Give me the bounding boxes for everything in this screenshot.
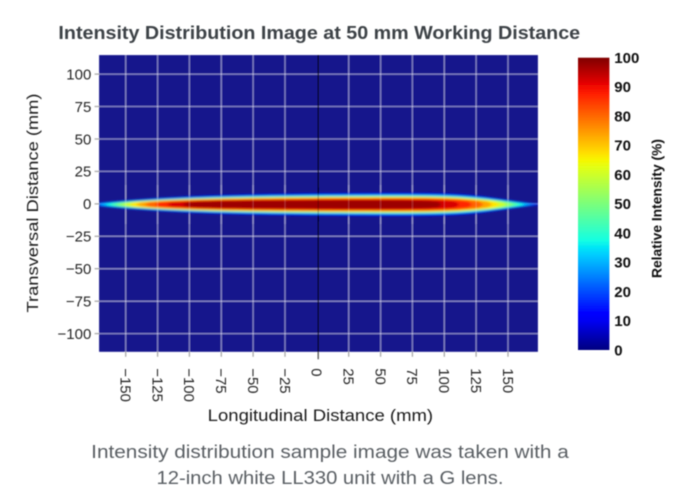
svg-text:30: 30 bbox=[614, 255, 631, 272]
svg-text:−75: −75 bbox=[212, 368, 229, 393]
svg-text:−75: −75 bbox=[66, 294, 91, 311]
svg-text:−100: −100 bbox=[180, 368, 197, 402]
svg-text:75: 75 bbox=[75, 99, 92, 116]
svg-text:40: 40 bbox=[614, 225, 631, 242]
svg-text:Longitudinal Distance (mm): Longitudinal Distance (mm) bbox=[208, 406, 433, 425]
svg-text:25: 25 bbox=[340, 368, 357, 385]
svg-text:20: 20 bbox=[614, 284, 631, 301]
svg-text:80: 80 bbox=[614, 109, 631, 126]
svg-text:90: 90 bbox=[614, 79, 631, 96]
svg-text:Intensity Distribution Image a: Intensity Distribution Image at 50 mm Wo… bbox=[58, 22, 580, 43]
svg-text:−25: −25 bbox=[66, 229, 91, 246]
svg-text:100: 100 bbox=[435, 368, 452, 393]
svg-text:50: 50 bbox=[75, 131, 92, 148]
svg-text:60: 60 bbox=[614, 167, 631, 184]
svg-text:Relative Intensity (%): Relative Intensity (%) bbox=[649, 139, 665, 278]
svg-text:12-inch white LL330 unit with: 12-inch white LL330 unit with a G lens. bbox=[157, 467, 504, 488]
svg-text:10: 10 bbox=[614, 313, 631, 330]
svg-text:Transversal Distance (mm): Transversal Distance (mm) bbox=[25, 94, 42, 313]
svg-text:25: 25 bbox=[75, 164, 92, 181]
svg-text:100: 100 bbox=[66, 66, 91, 83]
svg-text:0: 0 bbox=[83, 196, 91, 213]
svg-text:100: 100 bbox=[614, 50, 639, 67]
svg-text:0: 0 bbox=[614, 342, 622, 359]
svg-text:−50: −50 bbox=[244, 368, 261, 393]
svg-text:50: 50 bbox=[614, 196, 631, 213]
svg-text:125: 125 bbox=[467, 368, 484, 393]
svg-text:75: 75 bbox=[403, 368, 420, 385]
svg-text:0: 0 bbox=[308, 368, 325, 376]
svg-text:150: 150 bbox=[499, 368, 516, 393]
svg-text:−100: −100 bbox=[58, 326, 92, 343]
svg-text:−50: −50 bbox=[66, 261, 91, 278]
svg-text:−150: −150 bbox=[117, 368, 134, 402]
svg-text:50: 50 bbox=[371, 368, 388, 385]
svg-text:70: 70 bbox=[614, 138, 631, 155]
svg-text:−125: −125 bbox=[148, 368, 165, 402]
svg-text:−25: −25 bbox=[276, 368, 293, 393]
svg-text:Intensity distribution sample: Intensity distribution sample image was … bbox=[91, 441, 569, 462]
